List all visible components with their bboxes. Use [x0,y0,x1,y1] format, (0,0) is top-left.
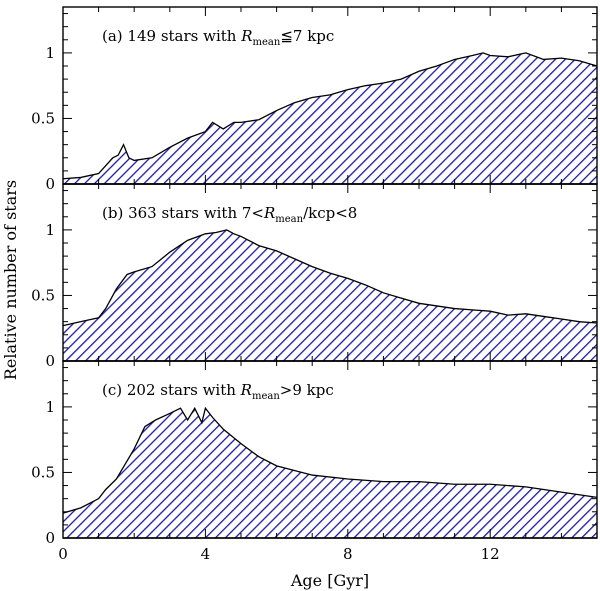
series-line [62,406,598,514]
panel-title: (b) 363 stars with 7<Rmean/kcp<8 [102,204,357,225]
panel-title: (a) 149 stars with Rmean≦7 kpc [102,27,334,48]
panel-c: 0 0.5 1 (c) 202 stars with Rmean>9 kpc [31,360,598,547]
x-axis-title: Age [Gyr] [290,571,369,590]
area-fill [63,408,597,538]
y-tick-label: 0 [45,352,55,370]
y-tick-label: 0.5 [31,286,55,304]
panel-b: 0 0.5 1 (b) 363 stars with 7<Rmean/kcp<8 [31,183,598,370]
panel-a: 0 0.5 1 (a) 149 stars with Rmean≦7 kpc [31,6,598,193]
y-tick-label: 0 [45,529,55,547]
y-axis-title: Relative number of stars [1,180,20,380]
y-tick-label: 1 [45,398,55,416]
x-tick-label: 0 [58,545,68,563]
area-fill [63,229,597,361]
y-tick-label: 0 [45,175,55,193]
x-tick-label: 4 [201,545,211,563]
panels-layer: 0 0.5 1 (a) 149 stars with Rmean≦7 kpc 0 0.5 1… [31,6,598,563]
series-line [62,229,598,327]
x-tick-label: 12 [481,545,500,563]
y-tick-label: 0.5 [31,463,55,481]
y-tick-label: 0.5 [31,109,55,127]
panel-frame [62,360,598,539]
series-line [62,52,598,180]
area-fill [63,52,597,184]
y-tick-label: 1 [45,44,55,62]
x-tick-label: 8 [343,545,353,563]
panel-title: (c) 202 stars with Rmean>9 kpc [102,381,334,402]
y-tick-label: 1 [45,221,55,239]
